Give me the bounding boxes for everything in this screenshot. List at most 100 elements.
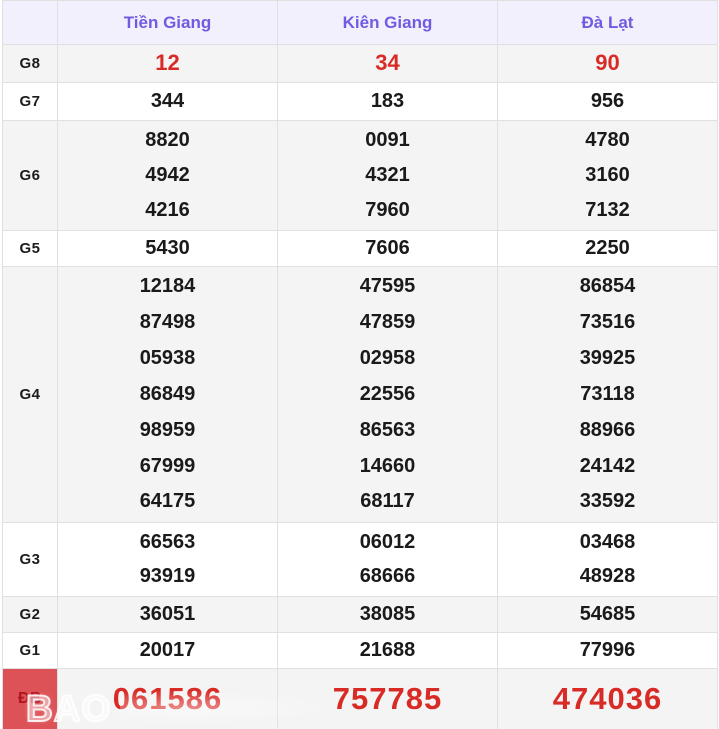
- result-number: 47859: [359, 311, 416, 334]
- result-number-stack: 38085: [278, 599, 497, 630]
- province-header-da-lat: Đà Lạt: [497, 0, 718, 45]
- result-number-stack: 47595 47859 02958 22556 86563 14660 68117: [278, 269, 497, 520]
- result-number: 38085: [359, 603, 416, 625]
- result-number: 86854: [579, 275, 636, 298]
- prize-label: G5: [2, 230, 58, 267]
- result-number: 22556: [359, 382, 416, 405]
- result-number-stack: 12: [58, 47, 277, 80]
- province-header-tien-giang: Tiền Giang: [57, 0, 278, 45]
- result-number: 87498: [139, 311, 196, 334]
- result-number-stack: 66563 93919: [58, 525, 277, 594]
- result-cell: 54685: [497, 596, 718, 633]
- result-cell: 77996: [497, 632, 718, 669]
- result-number: 344: [150, 90, 185, 112]
- result-number: 956: [590, 90, 625, 112]
- prize-label: G1: [2, 632, 58, 669]
- result-number: 14660: [359, 454, 416, 477]
- result-number: 4780: [585, 129, 630, 151]
- prize-row-g3: G3 66563 93919 06012 68666 03468 48928: [2, 522, 718, 597]
- result-number-stack: 21688: [278, 635, 497, 666]
- result-number-stack: 2250: [498, 233, 717, 264]
- result-number-stack: 36051: [58, 599, 277, 630]
- result-number-stack: 20017: [58, 635, 277, 666]
- result-number: 90: [595, 50, 620, 76]
- result-cell: 36051: [57, 596, 278, 633]
- result-number-stack: 86854 73516 39925 73118 88966 24142 33592: [498, 269, 717, 520]
- prize-row-g5: G5 5430 7606 2250: [2, 230, 718, 267]
- result-number-stack: 956: [498, 85, 717, 118]
- result-number: 67999: [139, 454, 196, 477]
- result-number: 2250: [585, 237, 630, 259]
- result-cell: 86854 73516 39925 73118 88966 24142 33592: [497, 266, 718, 523]
- result-number-stack: 5430: [58, 233, 277, 264]
- result-number: 5430: [145, 237, 190, 259]
- result-cell: 21688: [277, 632, 498, 669]
- result-number: 4942: [145, 164, 190, 186]
- result-number: 93919: [139, 565, 196, 588]
- result-number: 24142: [579, 454, 636, 477]
- result-number: 4216: [145, 199, 190, 221]
- result-number: 7960: [365, 199, 410, 221]
- result-cell: 20017: [57, 632, 278, 669]
- prize-label: G2: [2, 596, 58, 633]
- prize-row-đb: ĐB 061586 757785 474036: [2, 668, 718, 729]
- result-number-stack: 0091 4321 7960: [278, 123, 497, 228]
- result-number: 73118: [580, 382, 635, 405]
- result-number: 73516: [579, 311, 636, 334]
- result-number: 183: [370, 90, 405, 112]
- result-cell: 38085: [277, 596, 498, 633]
- prize-label: G8: [2, 44, 58, 83]
- result-number: 7132: [585, 199, 630, 221]
- result-cell: 34: [277, 44, 498, 83]
- result-number: 86849: [139, 382, 196, 405]
- result-cell: 66563 93919: [57, 522, 278, 597]
- prize-label: G3: [2, 522, 58, 597]
- result-number-stack: 90: [498, 47, 717, 80]
- prize-label: G7: [2, 82, 58, 121]
- result-number-stack: 77996: [498, 635, 717, 666]
- province-header-kien-giang: Kiên Giang: [277, 0, 498, 45]
- corner-cell: [2, 0, 58, 45]
- result-number: 061586: [112, 681, 223, 717]
- result-number-stack: 4780 3160 7132: [498, 123, 717, 228]
- prize-label: G6: [2, 120, 58, 231]
- result-cell: 47595 47859 02958 22556 86563 14660 68117: [277, 266, 498, 523]
- result-number-stack: 757785: [278, 671, 497, 727]
- result-number: 05938: [139, 347, 196, 370]
- result-number-stack: 54685: [498, 599, 717, 630]
- result-number: 34: [375, 50, 400, 76]
- result-number: 39925: [579, 347, 636, 370]
- result-cell: 8820 4942 4216: [57, 120, 278, 231]
- result-number: 21688: [359, 639, 416, 661]
- result-cell: 5430: [57, 230, 278, 267]
- result-number-stack: 183: [278, 85, 497, 118]
- prize-row-g8: G8 12 34 90: [2, 44, 718, 83]
- result-number: 47595: [359, 275, 416, 298]
- result-number-stack: 12184 87498 05938 86849 98959 67999 64175: [58, 269, 277, 520]
- prize-row-g1: G1 20017 21688 77996: [2, 632, 718, 669]
- header-row: Tiền Giang Kiên Giang Đà Lạt: [2, 0, 718, 45]
- result-number-stack: 03468 48928: [498, 525, 717, 594]
- result-cell: 12184 87498 05938 86849 98959 67999 64175: [57, 266, 278, 523]
- result-number: 86563: [359, 418, 416, 441]
- result-number: 98959: [139, 418, 196, 441]
- result-number-stack: 7606: [278, 233, 497, 264]
- result-number: 77996: [579, 639, 636, 661]
- result-number: 20017: [139, 639, 196, 661]
- result-number: 757785: [332, 681, 443, 717]
- result-cell: 956: [497, 82, 718, 121]
- result-cell: 7606: [277, 230, 498, 267]
- result-cell: 12: [57, 44, 278, 83]
- result-number: 33592: [579, 490, 636, 513]
- result-number: 03468: [579, 530, 636, 553]
- result-number: 02958: [359, 347, 416, 370]
- result-number: 48928: [579, 565, 636, 588]
- result-number: 66563: [139, 530, 196, 553]
- result-number: 68117: [360, 490, 415, 513]
- result-cell: 06012 68666: [277, 522, 498, 597]
- result-number-stack: 061586: [58, 671, 277, 727]
- result-number: 36051: [139, 603, 196, 625]
- result-cell: 183: [277, 82, 498, 121]
- result-cell: 4780 3160 7132: [497, 120, 718, 231]
- result-cell: 90: [497, 44, 718, 83]
